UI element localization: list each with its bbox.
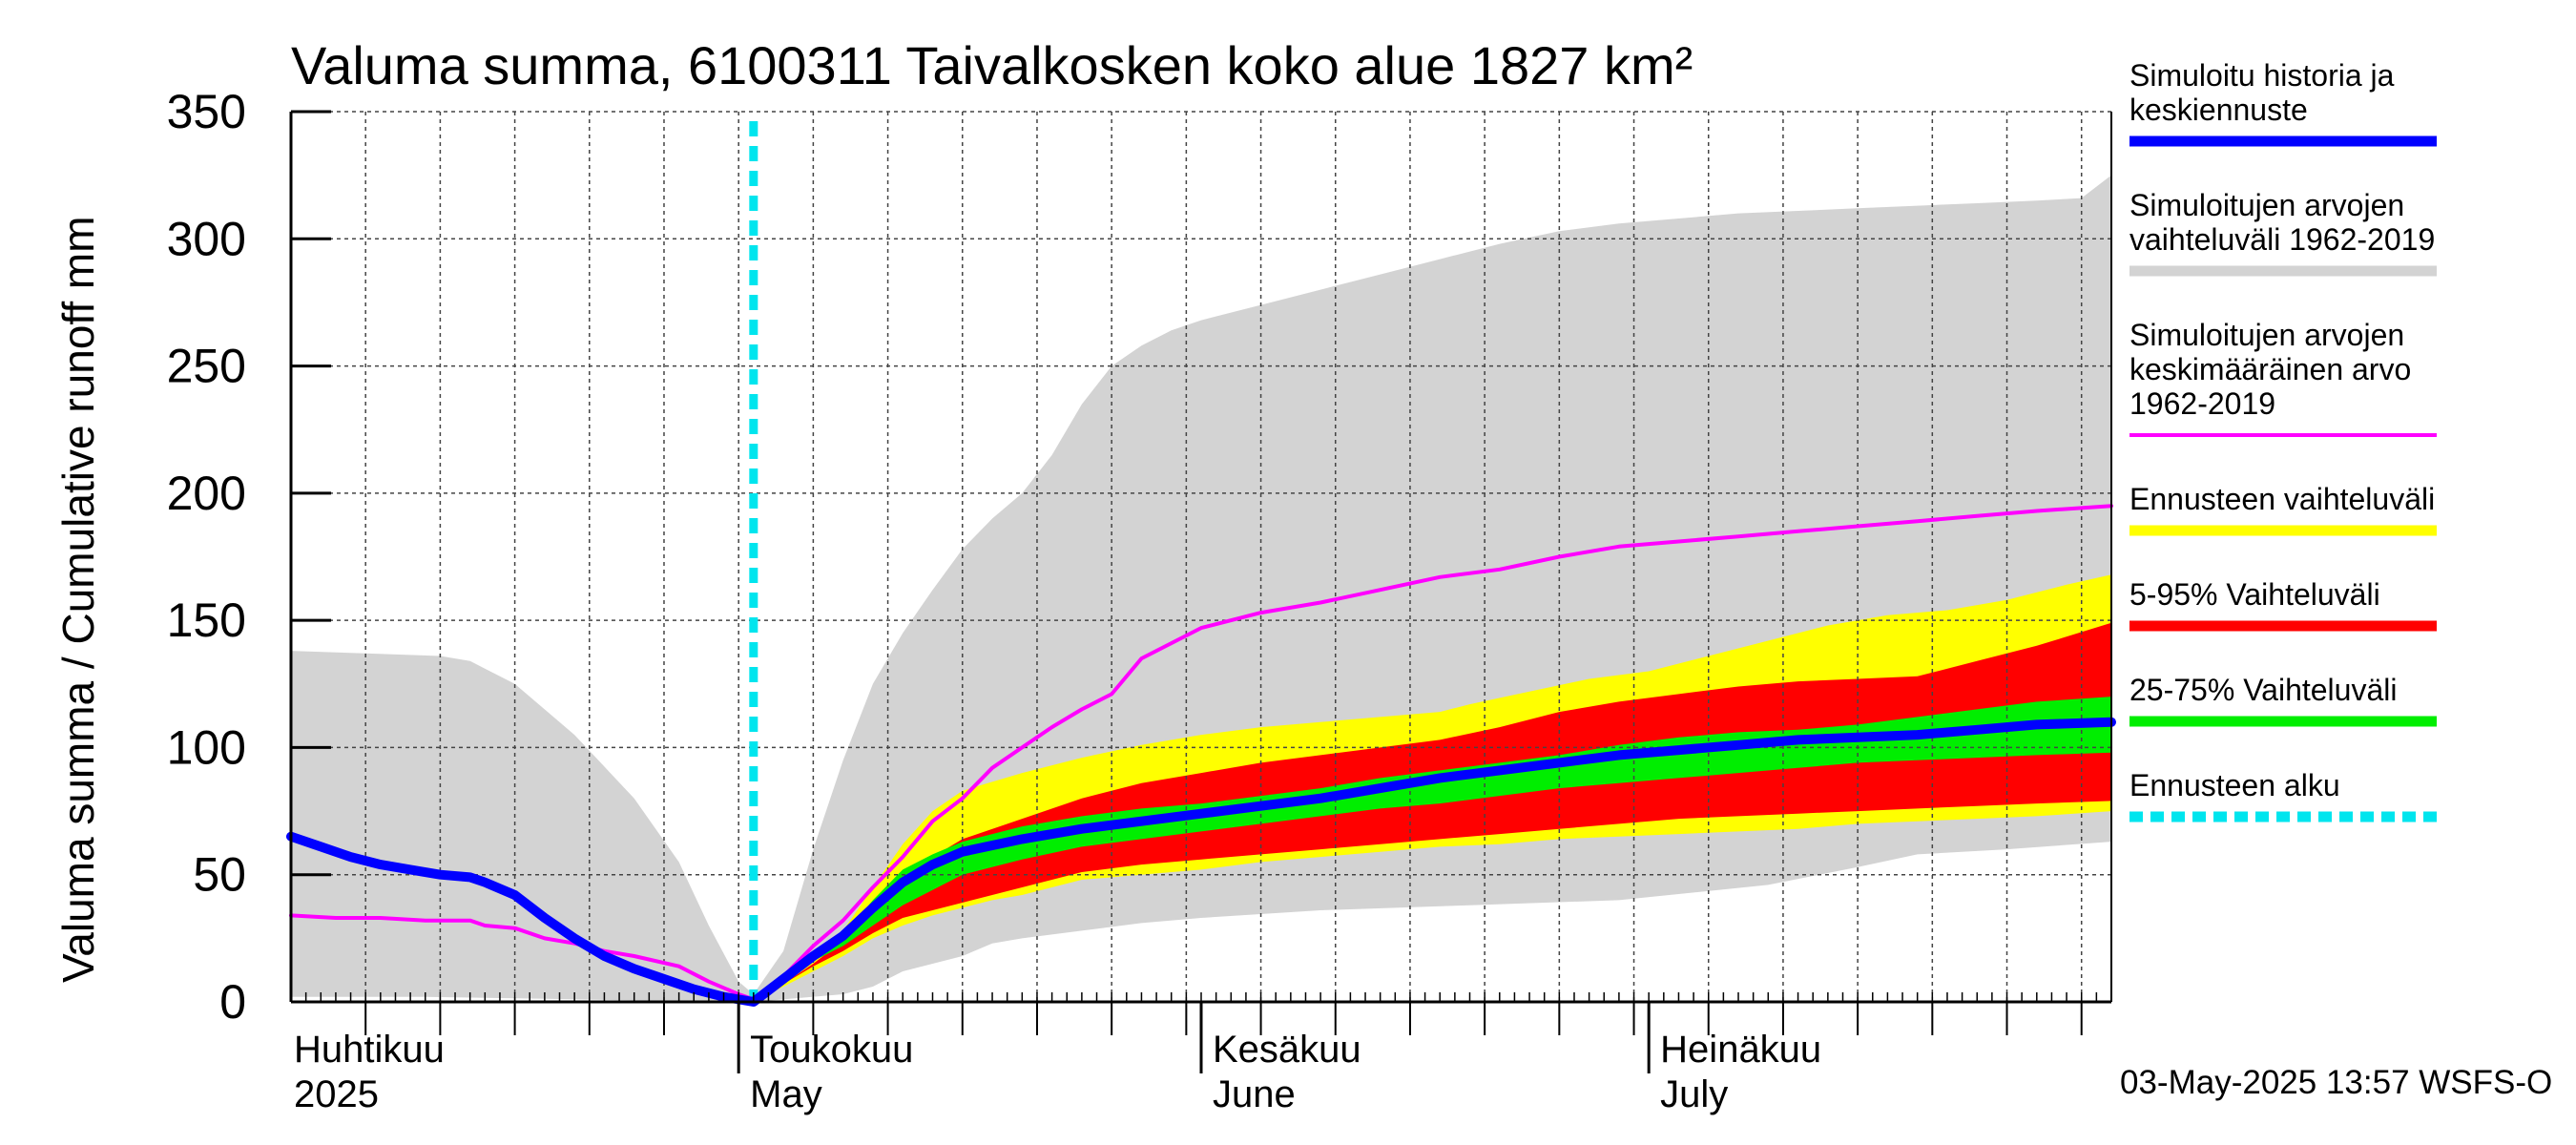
grid-layer [291,111,2111,1002]
legend-label: Ennusteen alku [2129,768,2340,802]
band-2 [753,622,2111,1002]
legend-label: keskiennuste [2129,93,2308,127]
x-month-label-fi: Kesäkuu [1213,1029,1361,1071]
legend-label: Simuloitujen arvojen [2129,188,2404,222]
legend-label: 1962-2019 [2129,386,2275,421]
x-month-label-en: July [1660,1073,1728,1115]
series-layer [286,121,2116,1007]
x-month-label-fi: Toukokuu [750,1029,913,1071]
series-line-0 [289,504,2113,1002]
y-tick-label: 200 [167,467,246,520]
legend-label: 5-95% Vaihteluväli [2129,577,2380,612]
legend-entry-5: 25-75% Vaihteluväli [2129,673,2437,727]
legend-entry-3: Ennusteen vaihteluväli [2129,482,2437,536]
x-month-label-fi: Huhtikuu [294,1029,445,1071]
legend-entry-4: 5-95% Vaihteluväli [2129,577,2437,632]
legend: Simuloitu historia jakeskiennusteSimuloi… [2129,58,2437,822]
x-month-label-en: June [1213,1073,1296,1115]
y-tick-label: 50 [193,848,246,902]
legend-label: keskimääräinen arvo [2129,352,2411,386]
legend-label: Simuloitu historia ja [2129,58,2395,93]
x-month-label-fi: Heinäkuu [1660,1029,1821,1071]
y-tick-label: 150 [167,593,246,647]
y-axis-label: Valuma summa / Cumulative runoff mm [53,216,103,983]
legend-label: vaihteluväli 1962-2019 [2129,222,2435,257]
legend-entry-6: Ennusteen alku [2129,768,2437,822]
y-tick-label: 0 [219,975,246,1029]
x-month-label-en: May [750,1073,822,1115]
y-tick-label: 300 [167,212,246,265]
y-tick-label: 250 [167,340,246,393]
x-month-label-en: 2025 [294,1073,379,1115]
legend-label: 25-75% Vaihteluväli [2129,673,2397,707]
legend-label: Ennusteen vaihteluväli [2129,482,2435,516]
y-tick-label: 100 [167,720,246,774]
chart-title: Valuma summa, 6100311 Taivalkosken koko … [291,35,1693,95]
y-tick-label: 350 [167,85,246,138]
footer-timestamp: 03-May-2025 13:57 WSFS-O [2120,1064,2552,1101]
series-line-1 [286,717,2116,1007]
legend-label: Simuloitujen arvojen [2129,318,2404,352]
